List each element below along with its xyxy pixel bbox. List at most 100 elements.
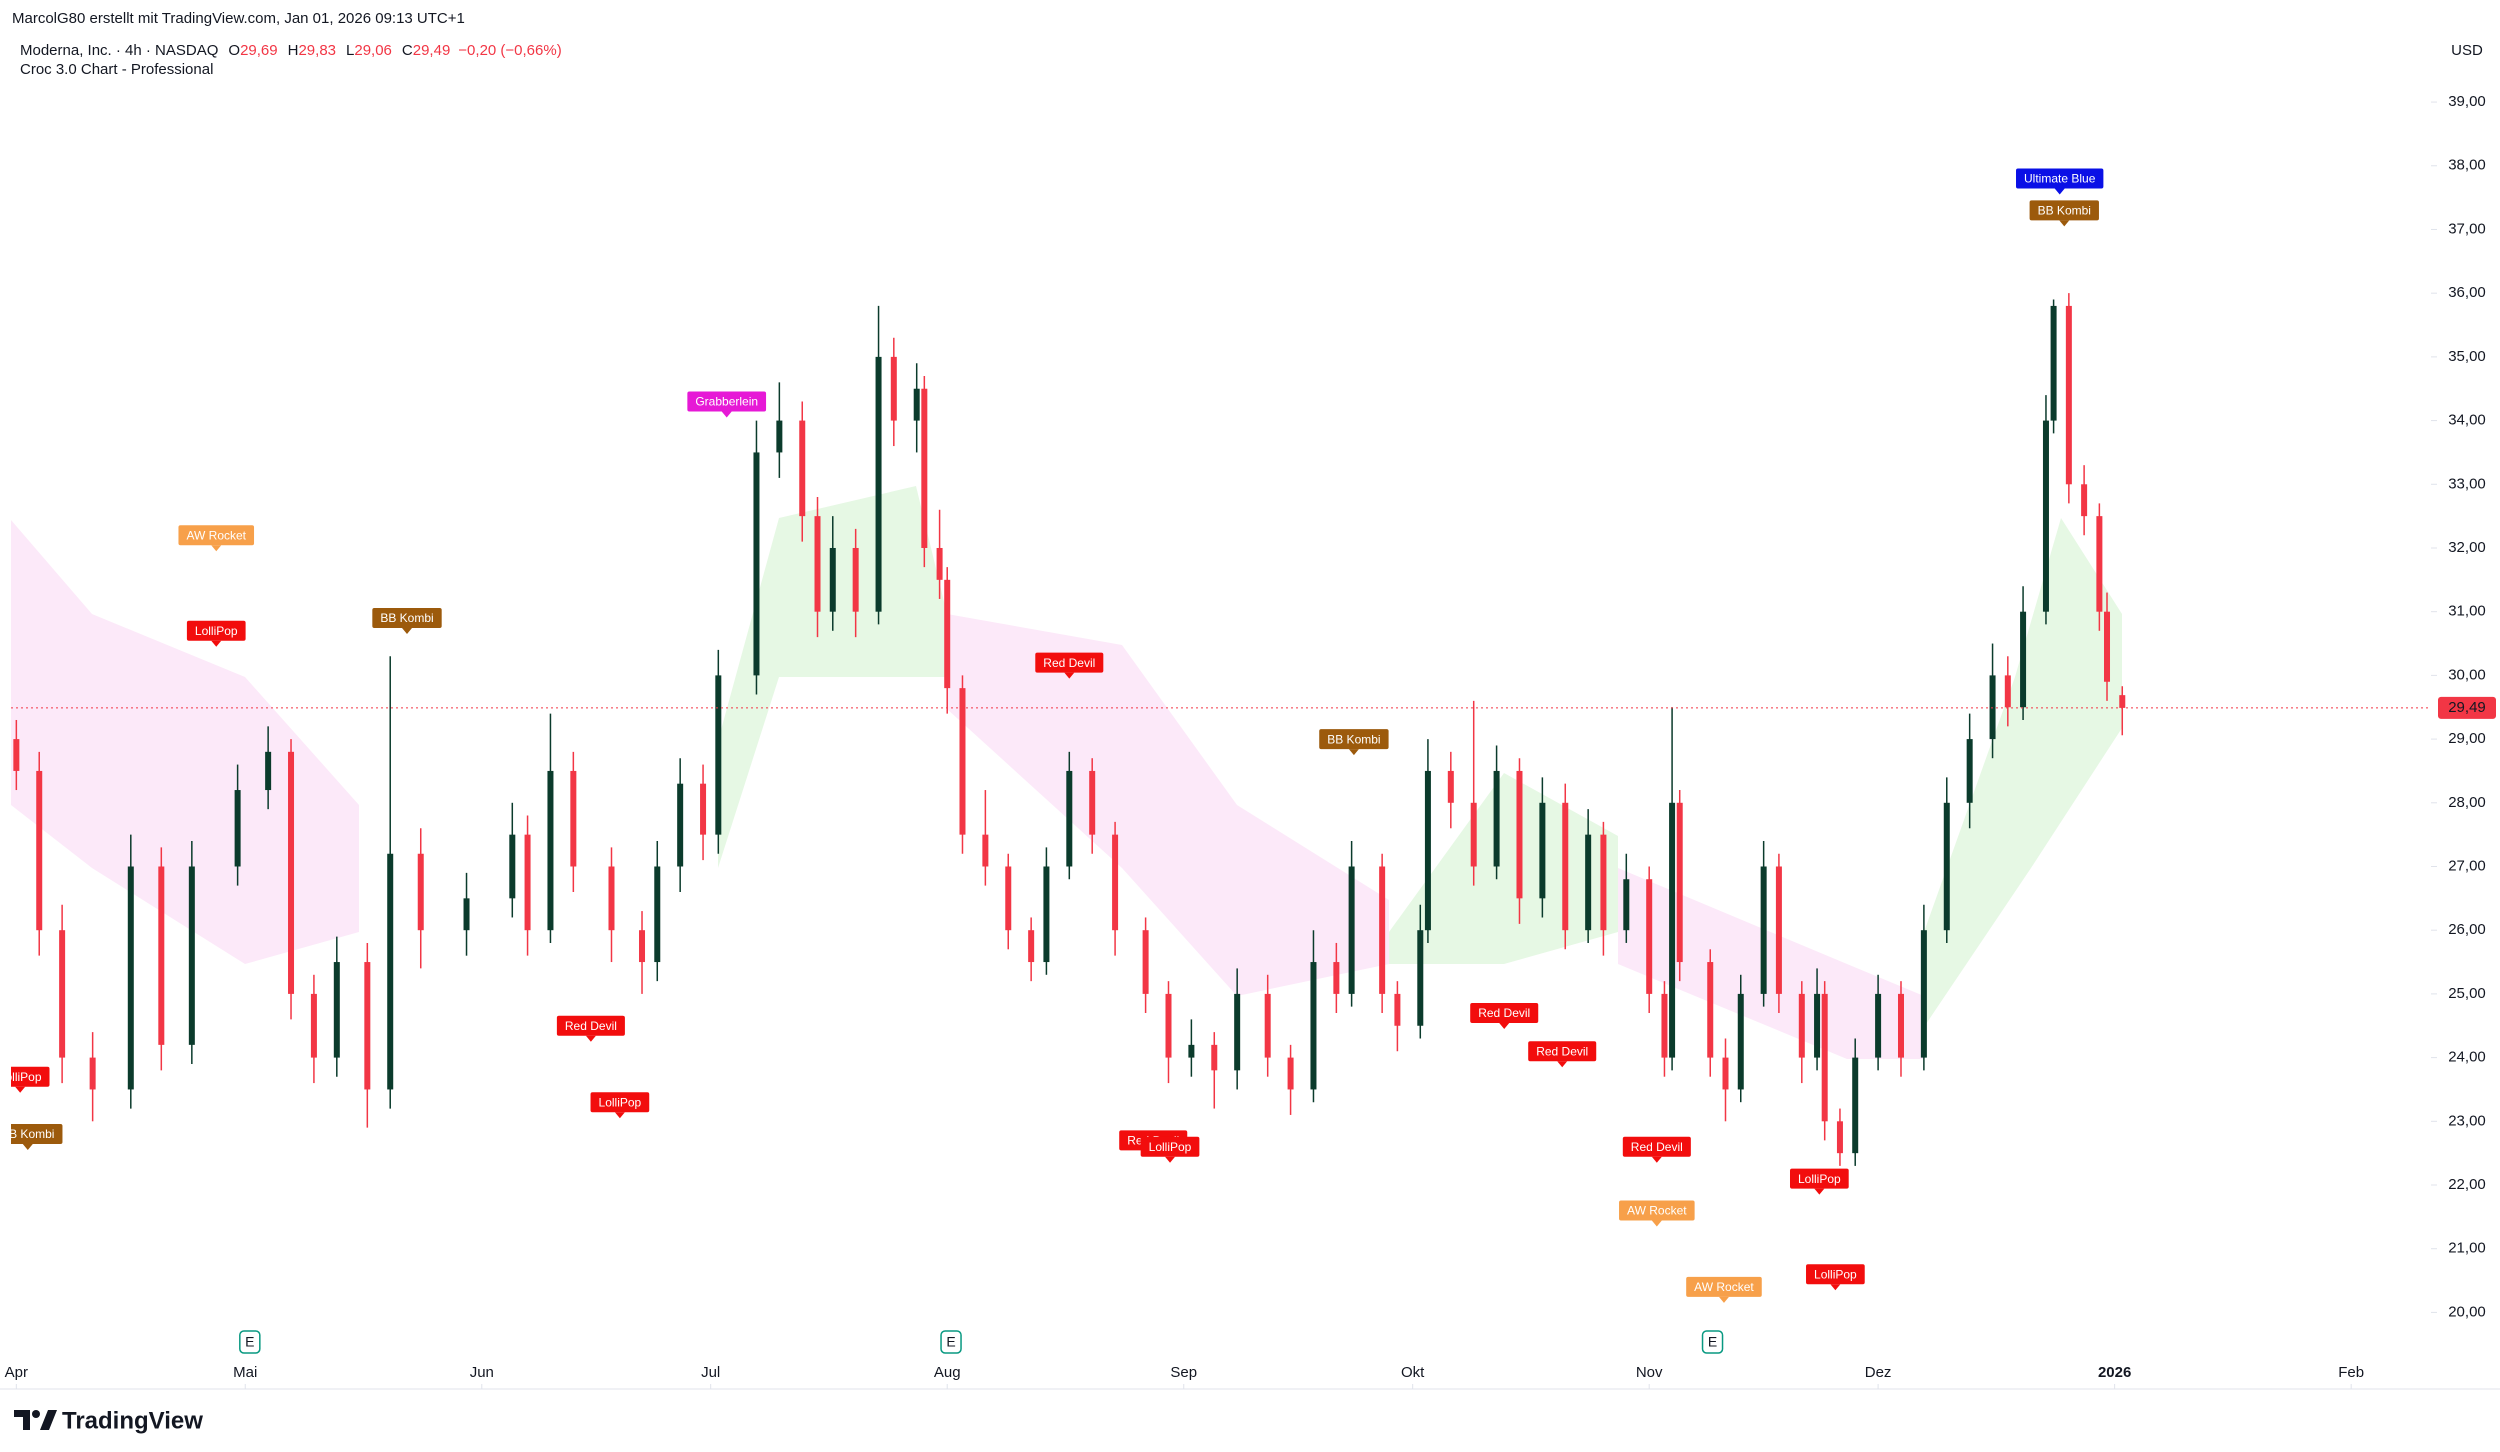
x-tick-label: Apr [5,1364,28,1381]
candle-body [1394,993,1401,1026]
candle-body [1165,993,1172,1058]
signal-box [1789,1168,1849,1189]
candle-body [1585,834,1592,931]
candle-body [654,866,661,963]
candle-body [936,547,943,580]
logo-icon [14,1410,30,1430]
signal-text: LolliPop [1814,1267,1857,1281]
cloud-green [718,486,947,868]
candle-body [1600,834,1607,931]
signal-text: AW Rocket [1627,1204,1687,1218]
legend: Moderna, Inc. · 4h · NASDAQ O29,69 H29,83 L… [20,42,562,59]
cloud-pink [947,614,1389,996]
signal-box [590,1092,650,1113]
candle-body [127,866,134,1090]
candle-body [875,356,882,612]
candle-body [753,452,760,676]
candle-body [799,420,806,517]
x-tick-label: Jul [701,1364,720,1381]
candle-body [1112,834,1119,931]
candle-body [1493,770,1500,867]
signal-box [11,1124,63,1145]
candle-body [1005,866,1012,931]
candle-body [188,866,195,1045]
candle-body [1623,879,1630,931]
x-tick-label: Dez [1865,1364,1892,1381]
signal-pointer [721,411,732,418]
signal-pointer [402,628,413,635]
signal-box [11,1066,50,1087]
signal-pointer [22,1144,33,1151]
candle-body [1875,993,1882,1058]
x-tick-label: Sep [1170,1364,1197,1381]
candle-body [36,770,43,931]
signal-pointer [1064,672,1075,679]
candle-body [2065,305,2072,485]
y-tick-label: 21,00 [2448,1240,2486,1257]
candle-body [1234,993,1241,1071]
candle-body [524,834,531,931]
candle-body [959,688,966,835]
candle-body [1798,993,1805,1058]
y-tick-label: 39,00 [2448,93,2486,110]
cloud-pink [1618,868,1924,1059]
candle-body [59,930,66,1058]
candle-body [2081,484,2088,517]
candle-body [1066,770,1073,867]
y-tick-label: 35,00 [2448,348,2486,365]
candle-body [852,547,859,612]
signal-text: AW Rocket [1694,1280,1754,1294]
candle-body [158,866,165,1045]
signal-box [556,1015,625,1036]
candle-body [1333,962,1340,994]
candle-body [310,993,317,1058]
candle-body [1722,1057,1729,1090]
x-tick-label: Jun [470,1364,494,1381]
y-tick-label: 24,00 [2448,1049,2486,1066]
signal-box [186,620,246,641]
signal-label: Red Devil [1470,1003,1539,1030]
candle-body [1417,930,1424,1026]
candle-body [387,853,394,1090]
x-tick-label: Nov [1636,1364,1663,1381]
signal-text: Red Devil [1043,656,1095,670]
candle-body [2050,305,2057,421]
candle-body [913,388,920,421]
signal-box [2016,168,2104,189]
signal-box [372,608,442,629]
signal-pointer [1651,1220,1662,1227]
signal-box [1622,1136,1691,1157]
signal-label: AW Rocket [178,525,255,552]
signal-box [1806,1264,1865,1285]
earnings-label: E [1708,1334,1717,1350]
legend-key: C [402,42,413,59]
candle-body [1669,802,1676,1058]
x-tick-label: Okt [1401,1364,1425,1381]
candle-body [417,853,424,931]
signal-pointer [1651,1156,1662,1163]
last-price-label: 29,49 [2448,699,2486,716]
y-tick-label: 31,00 [2448,603,2486,620]
signal-text: Grabberlein [695,395,758,409]
signal-text: Red Devil [1536,1044,1588,1058]
signal-text: BB Kombi [2038,204,2091,218]
candle-body [829,547,836,612]
legend-change: −0,20 (−0,66%) [458,42,561,59]
candle-body [1661,993,1668,1058]
signal-text: LolliPop [599,1095,642,1109]
signal-text: LolliPop [1149,1140,1192,1154]
signal-label: Grabberlein [687,391,767,418]
logo-icon [40,1410,57,1430]
signal-box [1619,1200,1695,1221]
candle-body [1028,930,1035,963]
signal-label: Red Devil [1035,652,1104,679]
signal-label: AW Rocket [1619,1200,1695,1227]
candle-body [1707,962,1714,1058]
last-price-tag [2438,696,2496,719]
signal-label: AW Rocket [1686,1276,1762,1303]
signal-label: LolliPop [186,620,246,647]
signal-pointer [1557,1061,1568,1068]
candle-body [333,962,340,1058]
candle-body [1264,993,1271,1058]
signal-pointer [15,1086,26,1093]
